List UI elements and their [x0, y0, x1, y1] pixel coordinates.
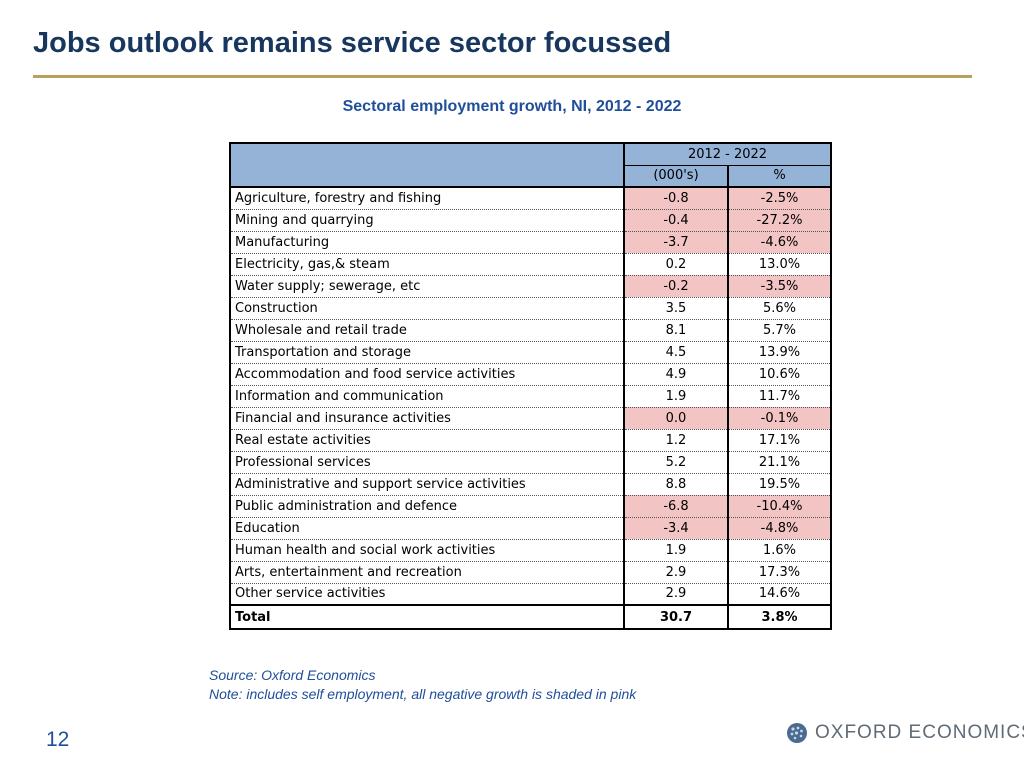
pct-cell: 13.9% — [727, 341, 832, 364]
pct-cell: -0.1% — [727, 407, 832, 430]
sector-cell: Arts, entertainment and recreation — [229, 561, 624, 584]
sector-cell: Education — [229, 517, 624, 540]
pct-cell: -4.6% — [727, 231, 832, 254]
pct-cell: 17.1% — [727, 429, 832, 452]
table-body: Agriculture, forestry and fishing -0.8 -2.… — [229, 187, 832, 630]
slide-title: Jobs outlook remains service sector focu… — [33, 27, 672, 59]
sector-cell: Other service activities — [229, 583, 624, 606]
table-title: Sectoral employment growth, NI, 2012 - 2… — [342, 98, 682, 115]
pct-cell: 21.1% — [727, 451, 832, 474]
sector-cell: Transportation and storage — [229, 341, 624, 364]
sector-cell: Accommodation and food service activitie… — [229, 363, 624, 386]
total-jobs: 30.7 — [623, 604, 728, 630]
page-number: 12 — [46, 728, 70, 751]
pct-cell: 17.3% — [727, 561, 832, 584]
sector-cell: Agriculture, forestry and fishing — [229, 187, 624, 210]
globe-icon — [787, 723, 807, 743]
jobs-cell: -3.7 — [623, 231, 728, 254]
sector-cell: Professional services — [229, 451, 624, 474]
jobs-cell: -0.8 — [623, 187, 728, 210]
pct-cell: 1.6% — [727, 539, 832, 562]
pct-cell: 11.7% — [727, 385, 832, 408]
pct-cell: -2.5% — [727, 187, 832, 210]
logo-text: OXFORD ECONOMICS — [815, 722, 1024, 743]
jobs-cell: 2.9 — [623, 561, 728, 584]
table-row: Accommodation and food service activitie… — [229, 363, 832, 386]
jobs-cell: 1.9 — [623, 385, 728, 408]
pct-cell: -27.2% — [727, 209, 832, 232]
table-row: Administrative and support service activ… — [229, 473, 832, 496]
sector-cell: Electricity, gas,& steam — [229, 253, 624, 276]
jobs-cell: 1.2 — [623, 429, 728, 452]
table-row: Mining and quarrying -0.4 -27.2% — [229, 209, 832, 232]
jobs-cell: -3.4 — [623, 517, 728, 540]
pct-cell: 14.6% — [727, 583, 832, 606]
jobs-cell: -6.8 — [623, 495, 728, 518]
jobs-cell: 8.8 — [623, 473, 728, 496]
table-row: Transportation and storage 4.5 13.9% — [229, 341, 832, 364]
sector-cell: Financial and insurance activities — [229, 407, 624, 430]
sector-cell: Water supply; sewerage, etc — [229, 275, 624, 298]
jobs-cell: 4.5 — [623, 341, 728, 364]
jobs-cell: 3.5 — [623, 297, 728, 320]
sector-cell: Administrative and support service activ… — [229, 473, 624, 496]
sector-cell: Manufacturing — [229, 231, 624, 254]
jobs-cell: -0.4 — [623, 209, 728, 232]
table-row: Education -3.4 -4.8% — [229, 517, 832, 540]
table-row: Information and communication 1.9 11.7% — [229, 385, 832, 408]
pct-cell: 13.0% — [727, 253, 832, 276]
total-label: Total — [229, 604, 624, 630]
table-row: Public administration and defence -6.8 -10… — [229, 495, 832, 518]
table-row: Electricity, gas,& steam 0.2 13.0% — [229, 253, 832, 276]
table-row: Real estate activities 1.2 17.1% — [229, 429, 832, 452]
pct-cell: 19.5% — [727, 473, 832, 496]
pct-cell: -4.8% — [727, 517, 832, 540]
jobs-cell: 4.9 — [623, 363, 728, 386]
sector-cell: Information and communication — [229, 385, 624, 408]
period-header: 2012 - 2022 — [624, 142, 832, 166]
total-pct: 3.8% — [727, 604, 832, 630]
jobs-cell: 2.9 — [623, 583, 728, 606]
table-row: Agriculture, forestry and fishing -0.8 -2.… — [229, 187, 832, 210]
oxford-economics-logo: OXFORD ECONOMICS — [786, 722, 1024, 744]
jobs-header: (000's) — [624, 165, 729, 188]
pct-cell: 5.7% — [727, 319, 832, 342]
jobs-cell: 1.9 — [623, 539, 728, 562]
table-row: Wholesale and retail trade 8.1 5.7% — [229, 319, 832, 342]
sector-cell: Real estate activities — [229, 429, 624, 452]
pct-cell: -10.4% — [727, 495, 832, 518]
table-row: Human health and social work activities 1… — [229, 539, 832, 562]
pct-cell: 5.6% — [727, 297, 832, 320]
sector-cell: Construction — [229, 297, 624, 320]
table-row: Arts, entertainment and recreation 2.9 17.… — [229, 561, 832, 584]
table-row: Manufacturing -3.7 -4.6% — [229, 231, 832, 254]
jobs-cell: -0.2 — [623, 275, 728, 298]
total-row: Total 30.7 3.8% — [229, 604, 832, 630]
sector-cell: Wholesale and retail trade — [229, 319, 624, 342]
pct-cell: 10.6% — [727, 363, 832, 386]
shading-note: Note: includes self employment, all nega… — [209, 686, 637, 702]
table-row: Financial and insurance activities 0.0 -0.… — [229, 407, 832, 430]
pct-cell: -3.5% — [727, 275, 832, 298]
jobs-cell: 0.2 — [623, 253, 728, 276]
sector-cell: Public administration and defence — [229, 495, 624, 518]
table-row: Construction 3.5 5.6% — [229, 297, 832, 320]
table-row: Water supply; sewerage, etc -0.2 -3.5% — [229, 275, 832, 298]
jobs-cell: 0.0 — [623, 407, 728, 430]
sector-cell: Human health and social work activities — [229, 539, 624, 562]
table-row: Professional services 5.2 21.1% — [229, 451, 832, 474]
pct-header: % — [728, 165, 832, 188]
source-note: Source: Oxford Economics — [209, 667, 376, 683]
employment-table: 2012 - 2022 (000's) % Agriculture, fores… — [229, 142, 832, 630]
jobs-cell: 8.1 — [623, 319, 728, 342]
notes: Source: Oxford Economics Note: includes … — [209, 666, 636, 704]
sector-cell: Mining and quarrying — [229, 209, 624, 232]
sector-header — [229, 142, 625, 188]
table-row: Other service activities 2.9 14.6% — [229, 583, 832, 606]
jobs-cell: 5.2 — [623, 451, 728, 474]
title-divider — [33, 75, 972, 78]
